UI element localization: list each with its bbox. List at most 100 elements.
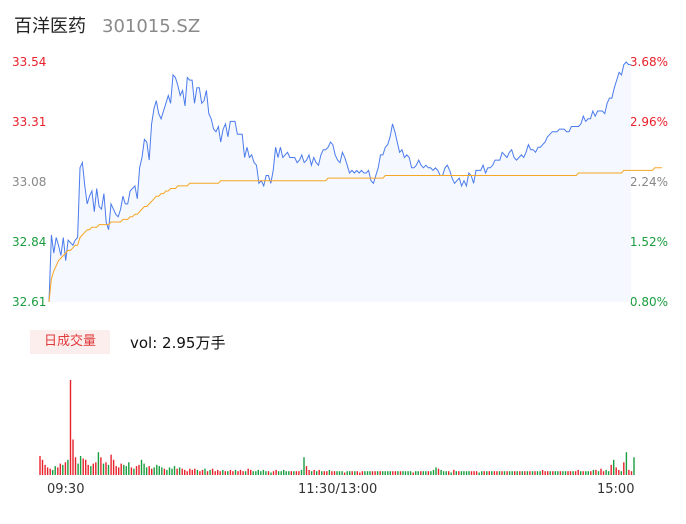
volume-bar — [128, 462, 130, 475]
volume-bar — [514, 471, 516, 475]
volume-bar — [194, 468, 196, 475]
volume-bar — [572, 471, 574, 475]
volume-bar — [79, 456, 82, 475]
volume-plot — [39, 380, 635, 475]
volume-bar — [300, 469, 303, 475]
volume-bar — [366, 471, 369, 475]
volume-bar — [470, 471, 473, 475]
y-tick-right: 1.52% — [629, 235, 668, 249]
volume-bar — [481, 471, 483, 475]
volume-bar — [402, 471, 404, 475]
volume-bar — [178, 467, 181, 475]
volume-bar — [442, 471, 445, 475]
volume-bar — [580, 471, 582, 475]
volume-bar — [209, 469, 211, 475]
volume-bar — [356, 471, 358, 475]
volume-bar — [384, 471, 386, 475]
volume-bar — [613, 459, 615, 475]
volume-bar — [191, 469, 193, 475]
volume-bar — [453, 469, 455, 475]
volume-bar — [201, 469, 204, 475]
volume-bar — [227, 471, 229, 475]
y-tick-right: 3.68% — [629, 55, 668, 69]
volume-bar — [409, 471, 412, 475]
volume-bar — [275, 469, 277, 475]
volume-bar — [229, 469, 232, 475]
volume-bar — [468, 471, 470, 475]
volume-bar — [503, 471, 506, 475]
volume-bar — [371, 471, 374, 475]
volume-bar — [95, 462, 97, 475]
volume-bar — [333, 471, 336, 475]
x-tick-midday: 11:30/13:00 — [298, 482, 378, 497]
volume-bar — [338, 471, 341, 475]
volume-bar — [559, 471, 562, 475]
volume-bar — [501, 471, 503, 475]
volume-bar — [541, 469, 544, 475]
volume-bar — [283, 469, 285, 475]
volume-bar — [458, 471, 460, 475]
y-tick-left: 33.54 — [12, 55, 47, 69]
x-tick-close: 15:00 — [597, 482, 635, 497]
volume-bar — [623, 462, 625, 475]
volume-bar — [267, 471, 270, 475]
volume-bar — [496, 471, 498, 475]
volume-bar — [90, 466, 92, 475]
volume-bar — [123, 464, 125, 475]
volume-bar — [432, 469, 435, 475]
volume-bar — [498, 471, 501, 475]
volume-bar — [176, 468, 178, 475]
volume-bar — [387, 471, 389, 475]
volume-bar — [597, 471, 600, 475]
volume-bar — [59, 463, 61, 475]
y-tick-left: 33.08 — [12, 175, 47, 189]
volume-bar — [44, 464, 46, 475]
volume-bar — [105, 462, 107, 475]
volume-bar — [308, 469, 310, 475]
volume-bar — [633, 457, 635, 475]
volume-bar — [181, 468, 183, 475]
volume-bar — [554, 471, 556, 475]
volume-bar — [153, 467, 155, 475]
y-tick-right: 2.96% — [629, 115, 668, 129]
volume-bar — [277, 471, 280, 475]
price-area — [49, 62, 631, 302]
volume-bar — [166, 469, 168, 475]
volume-bar — [239, 469, 242, 475]
volume-bar — [186, 471, 188, 475]
volume-bar — [250, 469, 252, 475]
volume-bar — [242, 471, 244, 475]
volume-bar — [354, 471, 356, 475]
volume-bar — [234, 469, 237, 475]
volume-bar — [272, 471, 275, 475]
volume-bar — [69, 380, 72, 475]
volume-bar — [569, 471, 572, 475]
volume-bar — [285, 471, 287, 475]
volume-tab[interactable]: 日成交量 — [30, 330, 110, 354]
volume-bar — [592, 469, 595, 475]
volume-bar — [156, 464, 158, 475]
y-tick-right: 0.80% — [629, 295, 668, 309]
volume-bar — [610, 464, 612, 475]
volume-bar — [313, 469, 315, 475]
volume-bar — [158, 466, 160, 475]
volume-bar — [407, 471, 409, 475]
volume-summary: vol: 2.95万手 — [130, 334, 226, 352]
volume-bar — [351, 471, 353, 475]
volume-bar — [473, 471, 475, 475]
volume-bar — [52, 469, 54, 475]
avg-price-line — [48, 167, 662, 303]
volume-bar — [587, 471, 589, 475]
volume-bar — [77, 463, 79, 475]
volume-bar — [539, 471, 541, 475]
volume-bar — [422, 471, 424, 475]
volume-bar — [346, 471, 348, 475]
volume-bar — [417, 471, 419, 475]
volume-bar — [415, 471, 417, 475]
volume-bar — [49, 468, 51, 475]
volume-bar — [92, 463, 94, 475]
volume-bar — [148, 466, 150, 475]
volume-bar — [600, 468, 602, 475]
volume-bar — [112, 459, 115, 475]
